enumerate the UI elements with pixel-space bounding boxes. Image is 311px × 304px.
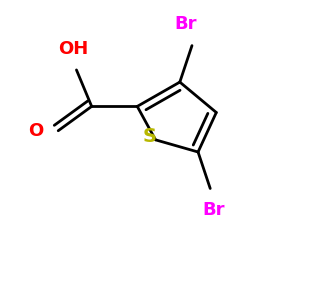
Text: S: S (142, 127, 156, 146)
Text: OH: OH (58, 40, 89, 58)
Text: Br: Br (202, 201, 225, 219)
Text: O: O (28, 122, 43, 140)
Text: Br: Br (175, 16, 197, 33)
